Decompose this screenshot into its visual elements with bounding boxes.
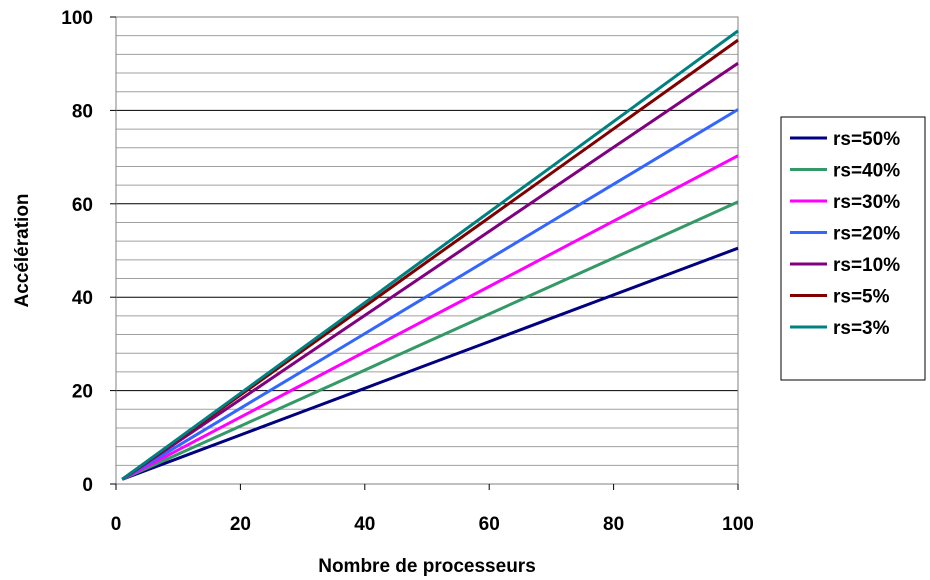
y-tick-label: 80 <box>72 101 93 122</box>
x-tick-label: 100 <box>722 514 754 535</box>
x-tick-label: 60 <box>479 514 500 535</box>
x-axis-title: Nombre de processeurs <box>318 556 536 577</box>
y-tick-label: 20 <box>72 382 93 403</box>
y-axis-title: Accélération <box>12 193 33 307</box>
series-line <box>121 246 739 481</box>
legend-box <box>780 116 926 381</box>
y-tick-label: 40 <box>72 288 93 309</box>
legend-label: rs=3% <box>833 318 890 339</box>
y-tick-label: 100 <box>61 8 93 29</box>
minor-gridlines <box>116 35 738 466</box>
legend-label: rs=5% <box>833 287 890 308</box>
legend-label: rs=40% <box>833 161 900 182</box>
plot-border <box>115 16 739 485</box>
series-line <box>121 154 739 481</box>
series-line <box>121 200 739 481</box>
series-line <box>121 108 739 481</box>
y-axis-ticks: 0 20 40 60 80 100 <box>61 8 116 496</box>
legend-label: rs=10% <box>833 255 900 276</box>
plot-area <box>116 17 738 484</box>
legend: rs=50% rs=40% rs=30% rs=20% rs=10% rs=5% rs=3% <box>780 116 926 381</box>
legend-label: rs=50% <box>833 129 900 150</box>
x-tick-label: 0 <box>111 514 122 535</box>
series-line <box>121 61 739 481</box>
series-lines <box>121 29 739 481</box>
x-tick-label: 80 <box>603 514 624 535</box>
x-tick-label: 40 <box>354 514 375 535</box>
y-tick-label: 0 <box>82 475 93 496</box>
series-line <box>121 29 739 481</box>
y-tick-label: 60 <box>72 195 93 216</box>
legend-label: rs=20% <box>833 224 900 245</box>
legend-label: rs=30% <box>833 192 900 213</box>
x-axis-ticks: 0 20 40 60 80 100 <box>111 484 754 535</box>
x-tick-label: 20 <box>230 514 251 535</box>
